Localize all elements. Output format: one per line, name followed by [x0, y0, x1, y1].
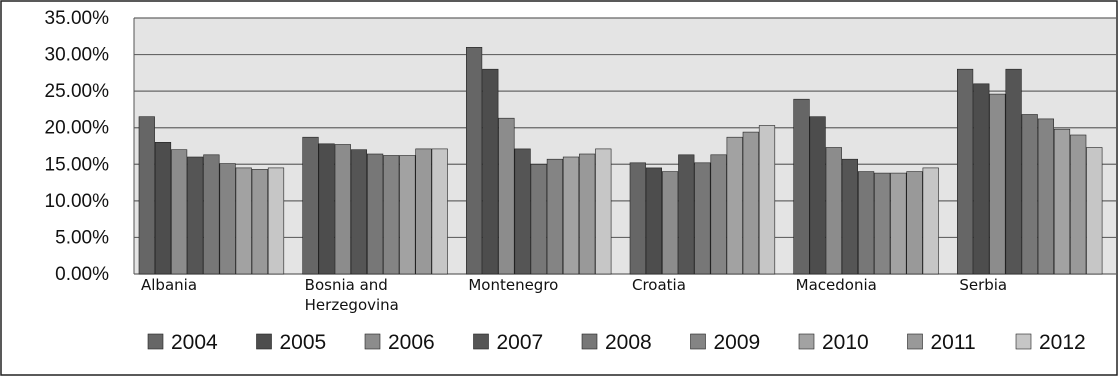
- legend-label-2004: 2004: [171, 331, 218, 354]
- legend-label-2010: 2010: [822, 331, 869, 354]
- bar-2009-montenegro: [546, 158, 563, 275]
- bar-2007-montenegro: [514, 148, 531, 275]
- legend-swatch-2009: [690, 333, 706, 350]
- legend-swatch-2005: [256, 333, 272, 350]
- bar-2010-montenegro: [562, 156, 580, 275]
- legend-label-2005: 2005: [280, 331, 327, 354]
- bar-2004-serbia: [956, 68, 974, 275]
- legend-swatch-2012: [1015, 333, 1032, 350]
- legend-swatch-2010: [798, 333, 815, 350]
- bar-2011-croatia: [742, 131, 759, 275]
- bar-2012-serbia: [1086, 147, 1103, 275]
- bar-2008-serbia: [1021, 114, 1038, 275]
- bar-2005-macedonia: [809, 116, 826, 275]
- y-tick-label: 5.00%: [55, 227, 109, 248]
- plot-background: [134, 18, 1116, 274]
- x-tick-label: Herzegovina: [305, 296, 399, 314]
- bar-2008-montenegro: [530, 164, 547, 275]
- legend-label-2009: 2009: [714, 331, 761, 354]
- legend-label-2006: 2006: [388, 331, 435, 354]
- x-tick-label: Albania: [141, 276, 197, 294]
- legend: 2004 2005 2006 2007 2008 2009 2010 2011 2012: [147, 331, 1086, 354]
- bar-2011-albania: [251, 169, 268, 275]
- bar-2011-serbia: [1070, 134, 1087, 275]
- y-tick-label: 20.00%: [45, 118, 110, 139]
- bar-2005-croatia: [645, 167, 662, 275]
- bar-2005-bosnia-and-herzegovina: [318, 143, 335, 275]
- legend-swatch-2006: [364, 333, 381, 350]
- bar-2010-serbia: [1053, 128, 1071, 275]
- bar-2007-croatia: [678, 154, 695, 275]
- bar-2004-albania: [138, 116, 155, 275]
- bar-2007-macedonia: [841, 158, 858, 275]
- bar-2004-macedonia: [793, 98, 810, 275]
- gridlines: [134, 17, 1116, 275]
- legend-label-2011: 2011: [931, 331, 976, 354]
- bar-2008-croatia: [694, 162, 711, 275]
- bar-2005-albania: [154, 142, 172, 275]
- bars: [138, 46, 1103, 275]
- bar-2009-macedonia: [874, 172, 891, 275]
- bar-2007-serbia: [1005, 68, 1022, 275]
- y-tick-label: 0.00%: [55, 264, 109, 285]
- x-axis: Albania Bosnia and Herzegovina Montenegro Cr…: [141, 276, 1007, 314]
- bar-2012-montenegro: [595, 148, 612, 275]
- bar-2006-bosnia-and-herzegovina: [334, 144, 351, 275]
- bar-2006-montenegro: [498, 117, 515, 275]
- legend-swatch-2007: [473, 333, 489, 350]
- bar-2011-bosnia-and-herzegovina: [415, 148, 432, 275]
- bar-2006-croatia: [661, 171, 679, 275]
- bar-2010-albania: [235, 167, 252, 275]
- bar-2012-macedonia: [922, 167, 939, 275]
- bar-2009-albania: [219, 163, 236, 275]
- bar-2005-montenegro: [482, 68, 499, 275]
- bar-2012-albania: [267, 167, 285, 275]
- bar-2004-bosnia-and-herzegovina: [302, 136, 319, 275]
- x-tick-label: Serbia: [959, 276, 1007, 294]
- bar-2010-croatia: [726, 136, 743, 275]
- bar-2012-croatia: [758, 125, 776, 275]
- bar-2010-macedonia: [890, 172, 907, 275]
- bar-2009-bosnia-and-herzegovina: [383, 155, 400, 275]
- y-tick-label: 30.00%: [45, 45, 110, 66]
- legend-swatch-2011: [907, 333, 923, 350]
- bar-2008-macedonia: [857, 171, 875, 275]
- bar-2009-serbia: [1037, 118, 1054, 275]
- y-tick-label: 35.00%: [45, 8, 110, 29]
- y-tick-label: 25.00%: [45, 81, 110, 102]
- legend-swatch-2008: [581, 333, 598, 350]
- bar-2006-albania: [171, 149, 188, 275]
- bar-2012-bosnia-and-herzegovina: [431, 148, 448, 275]
- bar-2010-bosnia-and-herzegovina: [399, 155, 416, 275]
- bar-2004-montenegro: [465, 46, 483, 275]
- bar-2004-croatia: [629, 162, 646, 275]
- bar-2009-croatia: [710, 154, 727, 275]
- bar-2006-serbia: [989, 93, 1006, 275]
- legend-label-2008: 2008: [605, 331, 652, 354]
- x-tick-label: Croatia: [632, 276, 686, 294]
- bar-2011-macedonia: [906, 171, 923, 275]
- bar-2006-macedonia: [825, 147, 842, 275]
- x-tick-label: Bosnia and: [305, 276, 388, 294]
- bar-2007-bosnia-and-herzegovina: [350, 149, 368, 275]
- bar-2011-montenegro: [579, 153, 596, 275]
- legend-swatch-2004: [147, 333, 164, 350]
- legend-label-2007: 2007: [497, 331, 544, 354]
- bar-2007-albania: [187, 156, 204, 275]
- bar-2008-albania: [203, 154, 220, 275]
- y-tick-label: 15.00%: [45, 154, 110, 175]
- x-tick-label: Montenegro: [468, 276, 558, 294]
- bar-2008-bosnia-and-herzegovina: [366, 153, 384, 275]
- legend-label-2012: 2012: [1039, 331, 1086, 354]
- bar-2005-serbia: [973, 83, 990, 275]
- y-tick-label: 10.00%: [45, 191, 110, 212]
- x-tick-label: Macedonia: [796, 276, 877, 294]
- y-axis: 0.00% 5.00% 10.00% 15.00% 20.00% 25.00% 30.00%…: [45, 8, 135, 285]
